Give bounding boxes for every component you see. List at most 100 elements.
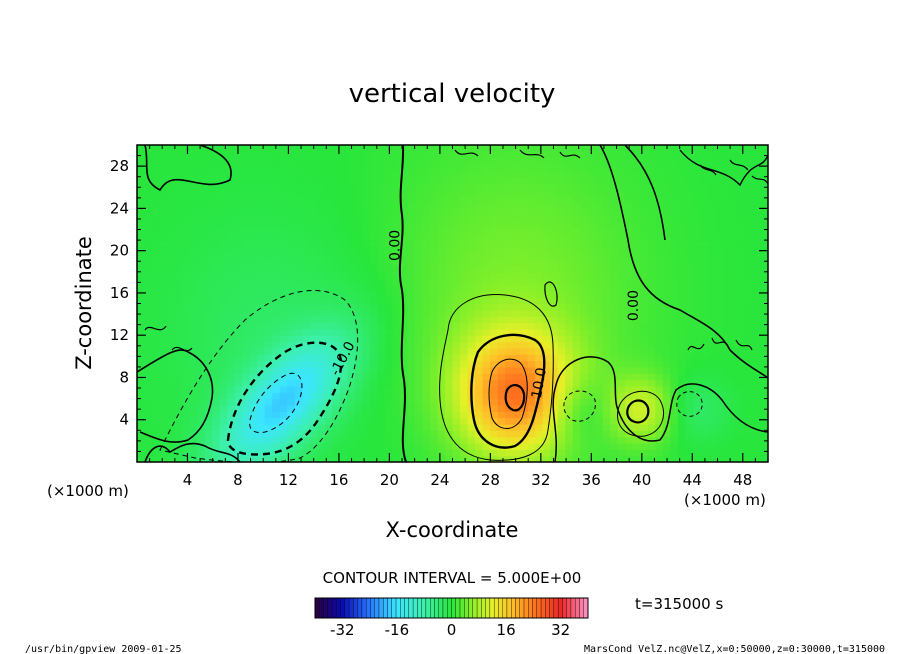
heat-cell — [377, 170, 386, 178]
heat-cell — [369, 259, 378, 267]
heat-cell — [692, 455, 701, 462]
heat-cell — [249, 265, 258, 273]
heat-cell — [197, 309, 206, 317]
heat-cell — [324, 252, 333, 260]
heat-cell — [257, 202, 266, 209]
heat-cell — [685, 411, 694, 419]
heat-cell — [294, 259, 303, 267]
heat-cell — [242, 284, 251, 292]
heat-cell — [640, 379, 649, 387]
heat-cell — [497, 151, 506, 159]
heat-cell — [204, 335, 213, 343]
heat-cell — [565, 202, 574, 209]
heat-cell — [595, 417, 604, 425]
heat-cell — [625, 164, 634, 171]
heat-cell — [745, 411, 754, 419]
heat-cell — [212, 214, 221, 222]
heat-cell — [347, 316, 356, 324]
heat-cell — [467, 347, 476, 355]
heat-cell — [490, 303, 499, 311]
heat-cell — [662, 157, 671, 165]
heat-cell — [460, 221, 469, 229]
heat-cell — [662, 297, 671, 305]
heat-cell — [212, 303, 221, 311]
heat-cell — [722, 309, 732, 317]
heat-cell — [512, 297, 521, 305]
heat-cell — [287, 151, 296, 159]
heat-cell — [219, 442, 228, 450]
heat-cell — [647, 449, 656, 457]
heat-cell — [557, 360, 566, 368]
heat-cell — [444, 442, 454, 450]
heat-cell — [152, 398, 161, 406]
heat-cell — [625, 303, 634, 311]
heat-cell — [542, 442, 551, 450]
heat-cell — [227, 303, 236, 311]
heat-cell — [602, 436, 611, 444]
heat-cell — [662, 252, 671, 260]
heat-cell — [760, 449, 768, 457]
heat-cell — [587, 417, 596, 425]
heat-cell — [152, 360, 161, 368]
colorbar-stripe — [438, 597, 444, 619]
heat-cell — [429, 404, 439, 412]
heat-cell — [535, 379, 544, 387]
heat-cell — [429, 227, 439, 235]
heat-cell — [490, 221, 499, 229]
heat-cell — [392, 417, 401, 425]
heat-cell — [369, 176, 378, 184]
heat-cell — [182, 442, 191, 450]
heat-cell — [234, 411, 243, 419]
heat-cell — [527, 309, 536, 317]
heat-cell — [309, 442, 318, 450]
heat-cell — [512, 322, 521, 330]
heat-cell — [324, 157, 333, 165]
colorbar-stripe — [540, 597, 546, 619]
heat-cell — [422, 259, 431, 267]
heat-cell — [692, 341, 701, 349]
heat-cell — [737, 271, 747, 279]
heat-cell — [730, 227, 739, 235]
heat-cell — [737, 183, 747, 190]
heat-cell — [137, 322, 146, 330]
heat-cell — [317, 259, 326, 267]
heat-cell — [610, 411, 619, 419]
heat-cell — [527, 423, 536, 431]
heat-cell — [460, 316, 469, 324]
heat-cell — [692, 373, 701, 381]
heat-cell — [587, 284, 596, 292]
heat-cell — [677, 246, 686, 254]
heat-cell — [550, 259, 559, 267]
heat-cell — [587, 436, 596, 444]
heat-cell — [324, 189, 333, 197]
colorbar-stripe — [570, 597, 576, 619]
heat-cell — [174, 335, 183, 343]
heat-cell — [670, 145, 679, 152]
heat-cell — [414, 278, 424, 286]
heat-cell — [475, 341, 484, 349]
contour-15-updraft — [488, 358, 528, 429]
heat-cell — [460, 246, 469, 254]
heat-cell — [722, 271, 732, 279]
heat-cell — [535, 157, 544, 165]
heat-cell — [572, 373, 581, 381]
heat-cell — [272, 233, 281, 241]
heat-cell — [745, 373, 754, 381]
heat-cell — [730, 252, 739, 260]
heat-cell — [700, 385, 709, 393]
heat-cell — [670, 322, 679, 330]
heat-cell — [347, 271, 356, 279]
heat-cell — [700, 436, 709, 444]
heat-cell — [407, 240, 416, 248]
heat-cell — [354, 246, 363, 254]
heat-cell — [610, 455, 619, 462]
heat-cell — [467, 227, 476, 235]
heat-cell — [422, 208, 431, 216]
heat-cell — [144, 455, 153, 462]
heat-cell — [279, 176, 288, 184]
heat-cell — [460, 214, 469, 222]
heat-cell — [159, 347, 168, 355]
heat-cell — [460, 189, 469, 197]
heat-cell — [557, 202, 566, 209]
heat-cell — [632, 164, 641, 171]
